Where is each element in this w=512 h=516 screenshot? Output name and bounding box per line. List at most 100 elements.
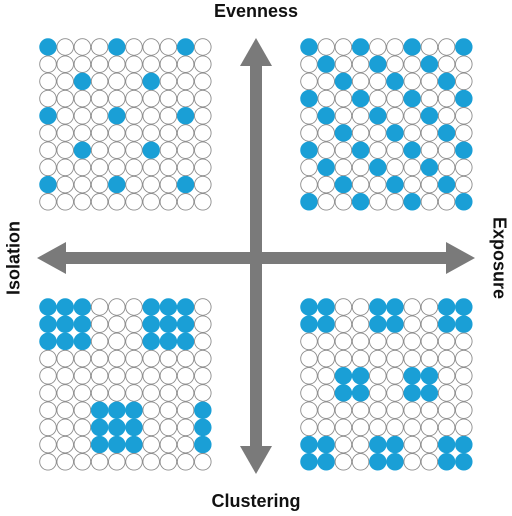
filled-dot xyxy=(300,38,318,56)
empty-dot xyxy=(159,124,178,142)
empty-dot xyxy=(159,193,178,211)
filled-dot xyxy=(159,298,178,316)
empty-dot xyxy=(437,401,456,419)
empty-dot xyxy=(39,418,57,437)
empty-dot xyxy=(142,453,160,471)
empty-dot xyxy=(386,107,404,125)
empty-dot xyxy=(194,332,212,351)
empty-dot xyxy=(159,367,178,385)
empty-dot xyxy=(351,401,370,419)
empty-dot xyxy=(403,175,421,194)
empty-dot xyxy=(73,384,92,402)
empty-dot xyxy=(159,418,178,437)
empty-dot xyxy=(159,175,178,194)
empty-dot xyxy=(194,298,212,316)
empty-dot xyxy=(56,193,74,211)
empty-dot xyxy=(403,349,421,368)
empty-dot xyxy=(176,55,195,73)
filled-dot xyxy=(351,141,370,159)
filled-dot xyxy=(125,435,143,454)
filled-dot xyxy=(73,141,92,159)
empty-dot xyxy=(334,107,353,125)
horizontal-axis-shaft xyxy=(62,252,450,264)
empty-dot xyxy=(403,72,421,91)
empty-dot xyxy=(125,175,143,194)
empty-dot xyxy=(142,193,160,211)
empty-dot xyxy=(108,55,126,73)
empty-dot xyxy=(420,332,439,351)
filled-dot xyxy=(317,315,335,333)
empty-dot xyxy=(56,107,74,125)
empty-dot xyxy=(334,298,353,316)
empty-dot xyxy=(194,141,212,159)
left-arrowhead xyxy=(37,242,66,274)
empty-dot xyxy=(369,124,387,142)
empty-dot xyxy=(125,349,143,368)
filled-dot xyxy=(386,298,404,316)
empty-dot xyxy=(194,175,212,194)
empty-dot xyxy=(455,72,473,91)
empty-dot xyxy=(194,72,212,91)
empty-dot xyxy=(351,418,370,437)
empty-dot xyxy=(386,367,404,385)
empty-dot xyxy=(420,193,439,211)
empty-dot xyxy=(420,401,439,419)
empty-dot xyxy=(437,55,456,73)
empty-dot xyxy=(73,158,92,177)
filled-dot xyxy=(142,141,160,159)
empty-dot xyxy=(39,367,57,385)
empty-dot xyxy=(351,349,370,368)
empty-dot xyxy=(455,175,473,194)
empty-dot xyxy=(56,401,74,419)
empty-dot xyxy=(56,418,74,437)
empty-dot xyxy=(142,38,160,56)
empty-dot xyxy=(403,332,421,351)
empty-dot xyxy=(125,141,143,159)
empty-dot xyxy=(317,193,335,211)
filled-dot xyxy=(317,107,335,125)
empty-dot xyxy=(108,315,126,333)
filled-dot xyxy=(39,298,57,316)
filled-dot xyxy=(73,332,92,351)
empty-dot xyxy=(369,349,387,368)
empty-dot xyxy=(317,175,335,194)
empty-dot xyxy=(317,418,335,437)
filled-dot xyxy=(142,298,160,316)
filled-dot xyxy=(437,72,456,91)
empty-dot xyxy=(176,72,195,91)
empty-dot xyxy=(300,175,318,194)
empty-dot xyxy=(437,418,456,437)
label-evenness: Evenness xyxy=(213,1,299,21)
empty-dot xyxy=(420,298,439,316)
filled-dot xyxy=(194,401,212,419)
filled-dot xyxy=(403,89,421,108)
empty-dot xyxy=(351,55,370,73)
empty-dot xyxy=(73,418,92,437)
empty-dot xyxy=(142,89,160,108)
empty-dot xyxy=(73,367,92,385)
empty-dot xyxy=(194,38,212,56)
empty-dot xyxy=(39,72,57,91)
empty-dot xyxy=(90,298,109,316)
empty-dot xyxy=(386,193,404,211)
empty-dot xyxy=(300,349,318,368)
empty-dot xyxy=(90,55,109,73)
filled-dot xyxy=(108,175,126,194)
empty-dot xyxy=(39,435,57,454)
filled-dot xyxy=(437,453,456,471)
empty-dot xyxy=(176,384,195,402)
empty-dot xyxy=(317,401,335,419)
filled-dot xyxy=(351,367,370,385)
empty-dot xyxy=(334,158,353,177)
empty-dot xyxy=(56,89,74,108)
empty-dot xyxy=(386,332,404,351)
empty-dot xyxy=(108,349,126,368)
empty-dot xyxy=(317,89,335,108)
empty-dot xyxy=(56,175,74,194)
empty-dot xyxy=(437,384,456,402)
empty-dot xyxy=(369,72,387,91)
empty-dot xyxy=(403,418,421,437)
empty-dot xyxy=(125,193,143,211)
empty-dot xyxy=(108,453,126,471)
filled-dot xyxy=(455,89,473,108)
